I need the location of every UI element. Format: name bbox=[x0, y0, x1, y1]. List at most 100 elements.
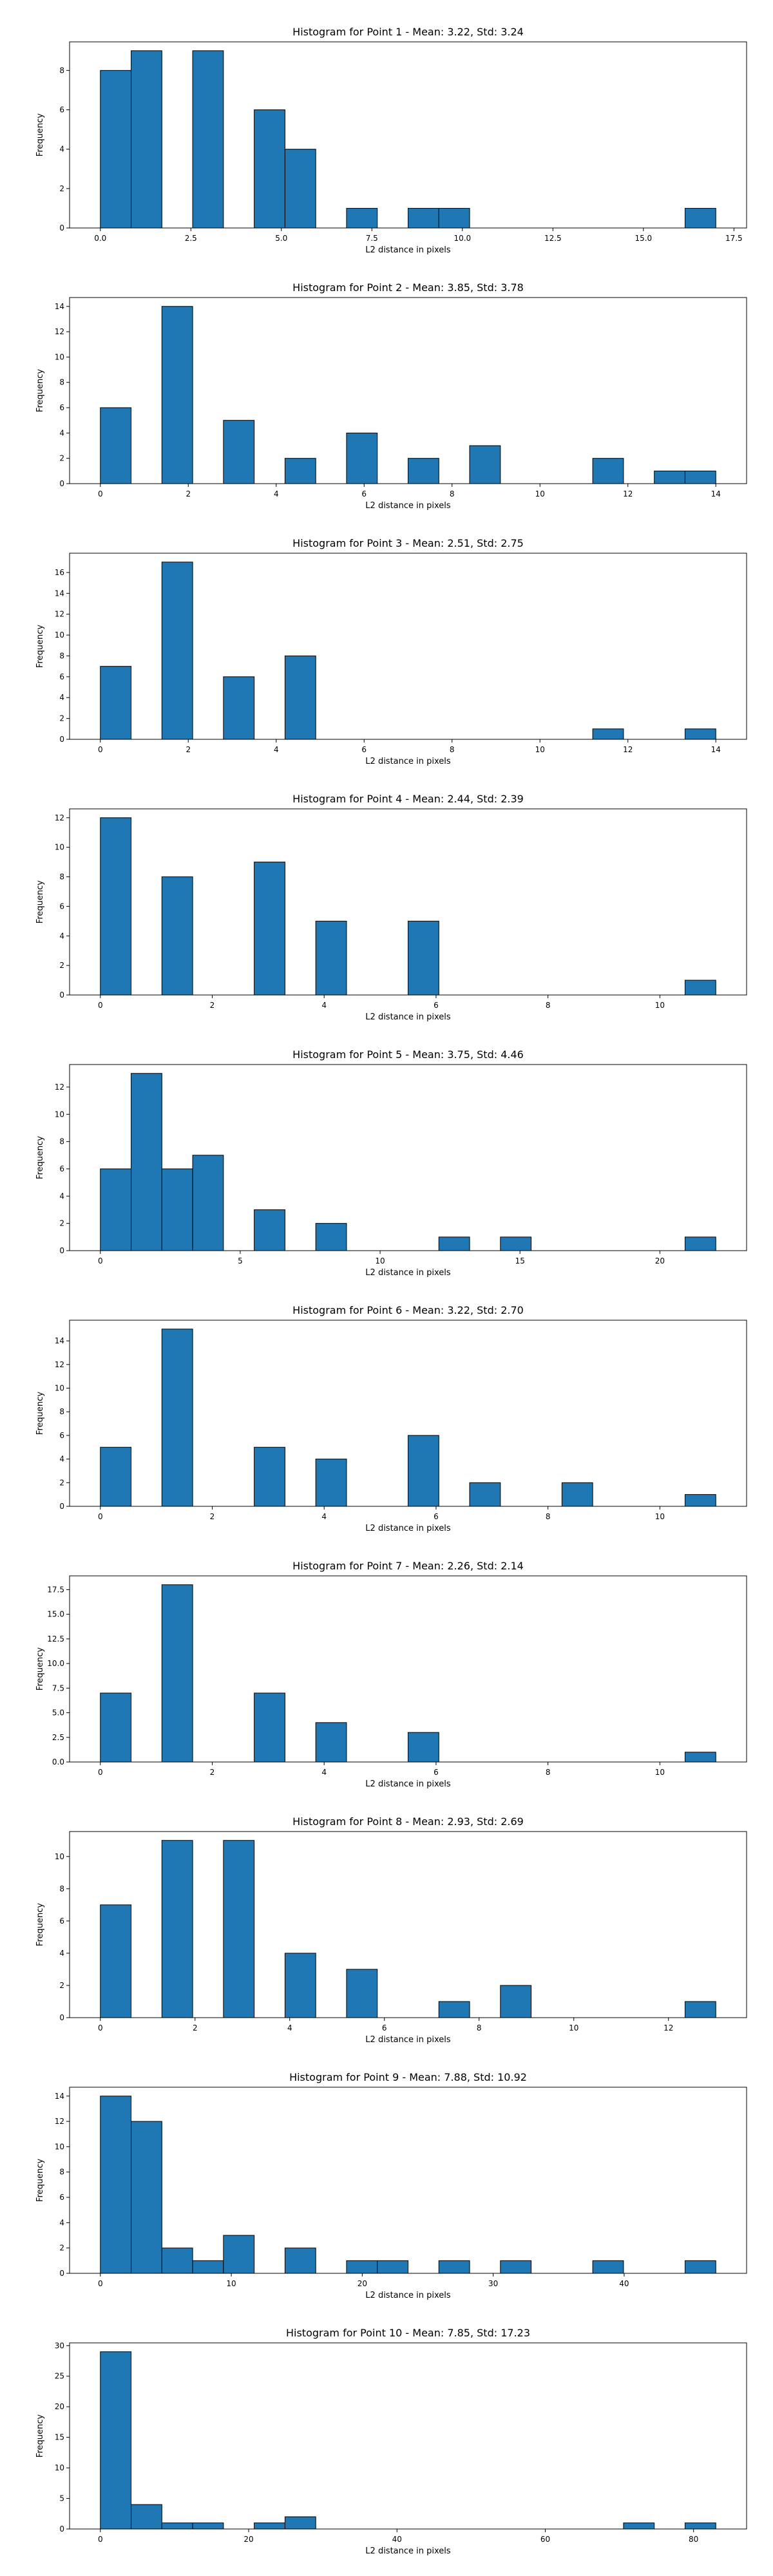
x-tick-label: 4 bbox=[274, 489, 279, 498]
x-tick-label: 12 bbox=[623, 745, 633, 754]
histogram-bar bbox=[254, 862, 285, 996]
chart-title: Histogram for Point 1 - Mean: 3.22, Std:… bbox=[292, 26, 524, 38]
histogram-bar bbox=[223, 420, 255, 484]
histogram-panel: Histogram for Point 10 - Mean: 7.85, Std… bbox=[35, 2327, 747, 2556]
x-tick-label: 5 bbox=[238, 1256, 243, 1265]
y-tick-label: 6 bbox=[59, 1917, 64, 1926]
x-tick-label: 80 bbox=[689, 2535, 698, 2544]
y-tick-label: 16 bbox=[55, 568, 64, 577]
x-tick-label: 6 bbox=[434, 1768, 439, 1777]
histogram-bar bbox=[592, 728, 624, 740]
y-tick-label: 30 bbox=[55, 2341, 64, 2350]
histogram-bar bbox=[408, 1732, 439, 1763]
histogram-bar bbox=[684, 2260, 716, 2274]
y-tick-label: 12 bbox=[55, 2117, 64, 2126]
y-tick-label: 25 bbox=[55, 2372, 64, 2381]
histogram-bar bbox=[161, 562, 193, 740]
histogram-bar bbox=[131, 2504, 162, 2530]
y-tick-label: 12 bbox=[55, 1360, 64, 1369]
y-tick-label: 15.0 bbox=[47, 1610, 64, 1619]
y-tick-label: 6 bbox=[59, 2193, 64, 2202]
x-tick-label: 8 bbox=[450, 745, 455, 754]
chart-title: Histogram for Point 4 - Mean: 2.44, Std:… bbox=[292, 793, 524, 805]
x-tick-label: 2 bbox=[186, 489, 191, 498]
histogram-bar bbox=[254, 2523, 285, 2530]
x-tick-label: 10.0 bbox=[453, 234, 471, 243]
histogram-bar bbox=[284, 458, 316, 484]
x-tick-label: 6 bbox=[434, 1512, 439, 1521]
y-tick-label: 4 bbox=[59, 1191, 64, 1200]
histogram-bar bbox=[684, 1494, 716, 1507]
x-tick-label: 10 bbox=[655, 1768, 665, 1777]
x-axis-label: L2 distance in pixels bbox=[365, 501, 451, 511]
axes-frame bbox=[69, 297, 747, 484]
histogram-bar bbox=[100, 666, 132, 740]
y-tick-label: 8 bbox=[59, 378, 64, 387]
y-tick-label: 8 bbox=[59, 66, 64, 75]
x-axis-label: L2 distance in pixels bbox=[365, 1524, 451, 1533]
histogram-bar bbox=[346, 1969, 378, 2018]
y-tick-label: 10 bbox=[55, 2142, 64, 2151]
histogram-bar bbox=[100, 1692, 132, 1763]
histogram-panel: Histogram for Point 9 - Mean: 7.88, Std:… bbox=[35, 2071, 747, 2300]
histogram-bar bbox=[561, 1482, 593, 1507]
x-tick-label: 4 bbox=[274, 745, 279, 754]
x-tick-label: 8 bbox=[546, 1512, 551, 1521]
axes-frame bbox=[69, 2342, 747, 2530]
histogram-panel: Histogram for Point 7 - Mean: 2.26, Std:… bbox=[35, 1560, 747, 1789]
histogram-panel: Histogram for Point 1 - Mean: 3.22, Std:… bbox=[35, 26, 747, 255]
chart-title: Histogram for Point 6 - Mean: 3.22, Std:… bbox=[292, 1304, 524, 1316]
histogram-bar bbox=[684, 2523, 716, 2530]
y-tick-label: 6 bbox=[59, 902, 64, 911]
y-tick-label: 4 bbox=[59, 693, 64, 702]
axes-frame bbox=[69, 1831, 747, 2018]
histogram-panel: Histogram for Point 5 - Mean: 3.75, Std:… bbox=[35, 1048, 747, 1278]
histogram-bar bbox=[100, 817, 132, 996]
histogram-bar bbox=[592, 458, 624, 484]
x-tick-label: 2 bbox=[186, 745, 191, 754]
histogram-bar bbox=[223, 1840, 255, 2018]
x-tick-label: 2 bbox=[210, 1001, 215, 1010]
histogram-panel: Histogram for Point 4 - Mean: 2.44, Std:… bbox=[35, 793, 747, 1022]
y-tick-label: 2 bbox=[59, 184, 64, 193]
x-tick-label: 0 bbox=[98, 745, 103, 754]
histogram-bar bbox=[623, 2523, 655, 2530]
y-axis-label: Frequency bbox=[35, 369, 45, 412]
histogram-bar bbox=[684, 980, 716, 996]
histogram-bar bbox=[161, 1329, 193, 1507]
x-tick-label: 12 bbox=[623, 489, 633, 498]
y-tick-label: 6 bbox=[59, 1164, 64, 1173]
y-tick-label: 4 bbox=[59, 2218, 64, 2227]
histogram-bar bbox=[100, 1446, 132, 1507]
y-tick-label: 2 bbox=[59, 454, 64, 463]
y-tick-label: 10 bbox=[55, 1110, 64, 1119]
y-axis-label: Frequency bbox=[35, 2414, 45, 2458]
histogram-bar bbox=[254, 1692, 285, 1763]
histogram-bar bbox=[469, 445, 501, 484]
x-tick-label: 4 bbox=[321, 1001, 327, 1010]
histogram-panel: Histogram for Point 2 - Mean: 3.85, Std:… bbox=[35, 281, 747, 511]
y-axis-label: Frequency bbox=[35, 1136, 45, 1179]
histogram-bar bbox=[284, 149, 316, 229]
histogram-bar bbox=[161, 2248, 193, 2274]
y-tick-label: 0 bbox=[59, 223, 64, 232]
histogram-bar bbox=[161, 306, 193, 484]
y-tick-label: 0 bbox=[59, 1502, 64, 1511]
x-tick-label: 0 bbox=[98, 489, 103, 498]
chart-title: Histogram for Point 8 - Mean: 2.93, Std:… bbox=[292, 1815, 524, 1828]
y-tick-label: 4 bbox=[59, 1455, 64, 1464]
histogram-bar bbox=[346, 432, 378, 484]
histogram-bar bbox=[223, 676, 255, 740]
histogram-bar bbox=[284, 655, 316, 740]
y-tick-label: 2 bbox=[59, 2244, 64, 2253]
x-tick-label: 20 bbox=[655, 1256, 665, 1265]
y-tick-label: 7.5 bbox=[52, 1683, 64, 1692]
y-tick-label: 8 bbox=[59, 2168, 64, 2177]
x-tick-label: 40 bbox=[392, 2535, 402, 2544]
x-tick-label: 5.0 bbox=[275, 234, 287, 243]
x-tick-label: 6 bbox=[361, 745, 367, 754]
histogram-bar bbox=[284, 2248, 316, 2274]
y-tick-label: 10 bbox=[55, 843, 64, 852]
x-tick-label: 2 bbox=[210, 1512, 215, 1521]
